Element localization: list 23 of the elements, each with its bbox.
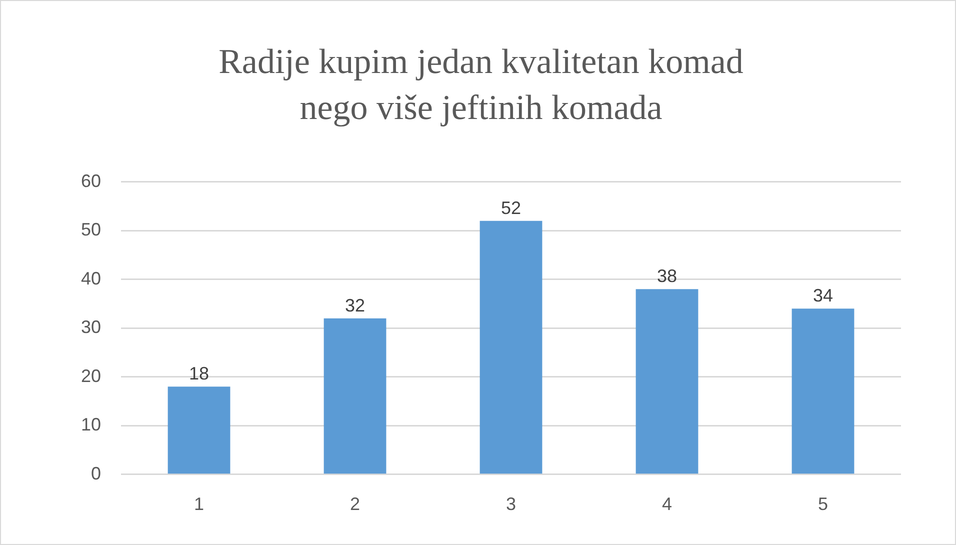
data-label: 34 xyxy=(812,286,834,306)
bar xyxy=(636,289,698,474)
y-tick-label: 10 xyxy=(80,414,102,435)
bar xyxy=(792,308,854,474)
data-label: 18 xyxy=(189,364,210,384)
y-tick-label: 50 xyxy=(80,220,102,240)
x-tick-label: 5 xyxy=(818,494,828,514)
data-label: 38 xyxy=(656,266,678,286)
data-label: 52 xyxy=(500,198,522,218)
bar xyxy=(480,220,542,474)
x-tick-label: 2 xyxy=(350,494,360,514)
chart-title: Radije kupim jedan kvalitetan komad nego više jeftinih komada xyxy=(218,41,744,129)
x-tick-label: 1 xyxy=(194,494,204,514)
y-tick-label: 20 xyxy=(80,366,102,386)
y-tick-label: 40 xyxy=(80,268,102,288)
bar xyxy=(324,318,386,474)
y-tick-label: 60 xyxy=(80,170,102,191)
x-tick-label: 3 xyxy=(506,494,516,514)
bar xyxy=(168,386,230,474)
y-tick-label: 30 xyxy=(80,317,102,338)
y-tick-label: 0 xyxy=(91,463,102,484)
x-tick-label: 4 xyxy=(662,494,672,514)
data-label: 32 xyxy=(345,295,366,316)
